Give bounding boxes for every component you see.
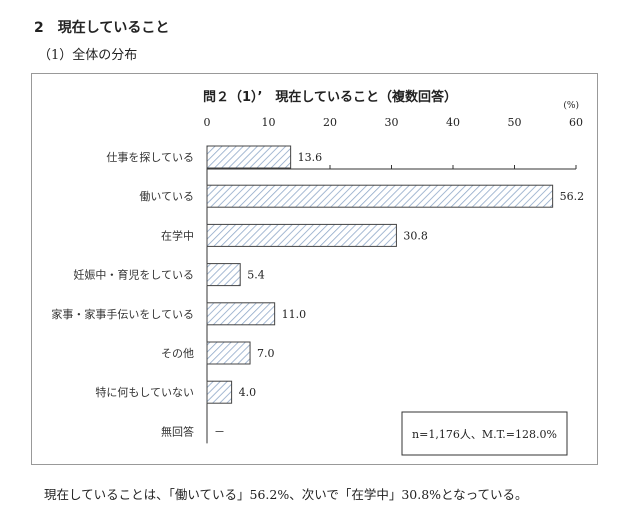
data-label: 56.2 (560, 190, 585, 203)
bar (206, 223, 397, 247)
x-tick-label: 30 (385, 116, 399, 129)
category-label: 特に何もしていない (95, 385, 194, 399)
section-heading: 2 現在していること (34, 20, 170, 36)
category-label: 在学中 (161, 228, 194, 242)
data-label: 30.8 (403, 229, 428, 242)
category-label: 働いている (139, 190, 194, 203)
category-label: 仕事を探している (106, 151, 194, 164)
chart-title: 問２（1）’ 現在していること（複数回答） (202, 90, 458, 105)
bar (206, 184, 554, 208)
data-label: 7.0 (257, 347, 275, 360)
x-tick-label: 40 (446, 116, 460, 129)
category-label: 無回答 (161, 424, 194, 438)
unit-label: (%) (563, 100, 579, 111)
x-tick-label: 50 (508, 116, 522, 129)
data-label: 11.0 (282, 308, 307, 321)
subsection-heading: （1）全体の分布 (38, 48, 138, 63)
data-label: 4.0 (239, 386, 257, 399)
note-box (401, 411, 568, 456)
category-label: 家事・家事手伝いをしている (51, 307, 194, 321)
data-label: 5.4 (247, 269, 265, 282)
bar (206, 263, 241, 287)
bar (206, 145, 292, 169)
bar (206, 302, 276, 326)
note-text: n=1,176人、M.T.=128.0% (412, 428, 557, 441)
x-tick-label: 20 (323, 116, 337, 129)
chart-frame (31, 73, 598, 465)
data-label: － (214, 425, 225, 438)
category-label: その他 (161, 347, 194, 360)
bar (206, 380, 233, 404)
summary-text: 現在していることは、「働いている」56.2%、次いで「在学中」30.8%となって… (44, 487, 528, 502)
x-tick-label: 10 (262, 116, 276, 129)
x-tick-label: 60 (569, 116, 583, 129)
category-label: 妊娠中・育児をしている (73, 268, 194, 282)
bar (206, 341, 251, 365)
data-label: 13.6 (298, 151, 323, 164)
x-tick-label: 0 (204, 116, 211, 129)
